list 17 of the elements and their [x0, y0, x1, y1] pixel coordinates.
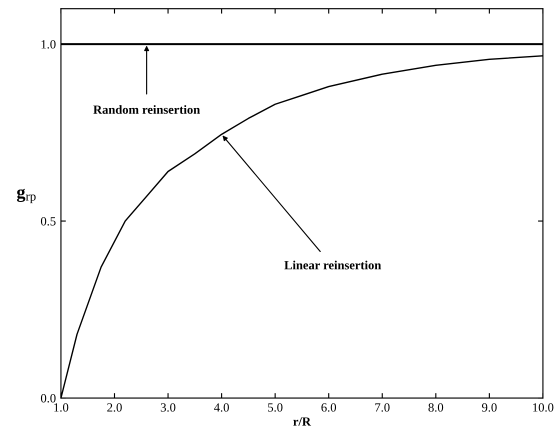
x-tick-label: 7.0 — [375, 403, 390, 412]
y-tick-label: 0.5 — [40, 217, 56, 226]
x-tick-label: 4.0 — [214, 403, 229, 412]
y-tick-label: 0.0 — [40, 394, 56, 403]
x-tick-label: 9.0 — [482, 403, 497, 412]
x-tick-label: 6.0 — [321, 403, 336, 412]
annotation: Random reinsertion — [93, 105, 200, 114]
x-tick-label: 8.0 — [428, 403, 444, 412]
y-tick-label: 1.0 — [42, 40, 56, 49]
x-axis-title: r/R — [293, 417, 312, 426]
x-tick-label: 2.0 — [107, 403, 122, 412]
annotation: Linear reinsertion — [284, 260, 382, 270]
y-axis-title: g$_{rp}$ — [16, 188, 36, 204]
x-tick-label: 1.0 — [54, 403, 68, 412]
x-tick-label: 5.0 — [268, 403, 282, 412]
x-tick-label: 10.0 — [533, 403, 554, 412]
x-tick-label: 3.0 — [160, 403, 176, 412]
